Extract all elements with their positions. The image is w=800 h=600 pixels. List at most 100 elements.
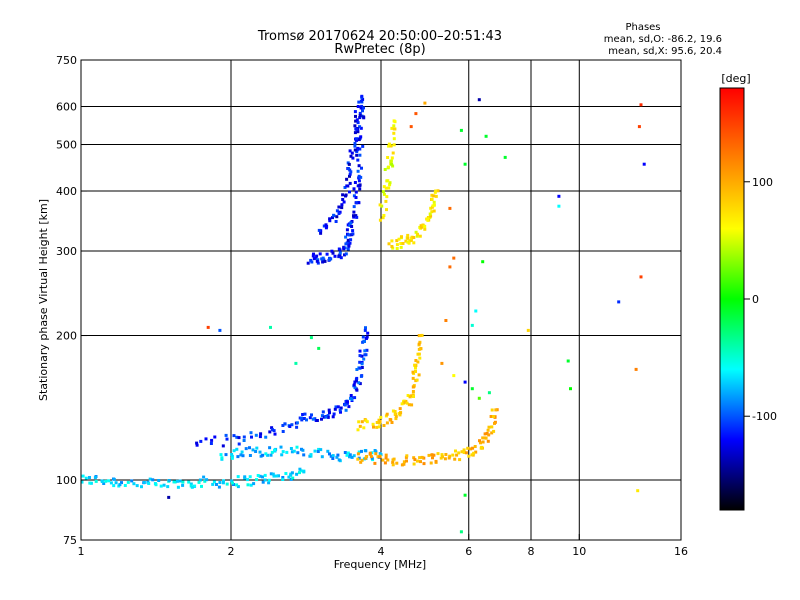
scatter-point [487, 391, 491, 395]
trace-point [311, 254, 315, 258]
scatter-point [452, 256, 456, 260]
trace-point [357, 138, 361, 142]
trace-point [406, 236, 410, 240]
trace-point [258, 450, 262, 454]
trace-point [266, 453, 270, 457]
trace-point [382, 192, 386, 196]
trace-point [358, 114, 362, 117]
trace-point [355, 153, 359, 157]
trace-point [202, 475, 206, 479]
trace-point [414, 366, 417, 370]
trace-point [427, 453, 431, 457]
trace-point [411, 393, 415, 397]
trace-point [338, 408, 342, 412]
trace-point [419, 224, 423, 228]
trace-point [487, 433, 491, 437]
trace-point [329, 454, 333, 458]
trace-point [414, 230, 418, 234]
trace-point [316, 450, 320, 453]
trace-point [369, 455, 373, 459]
trace-point [383, 168, 387, 171]
trace-point [204, 437, 208, 441]
trace-point [360, 458, 364, 462]
trace-point [347, 244, 351, 248]
trace-point [361, 335, 365, 339]
trace-point [389, 418, 393, 422]
trace-point [342, 247, 346, 251]
trace-point [431, 204, 435, 208]
trace-point [248, 454, 252, 457]
trace-point [345, 177, 349, 181]
trace-point [365, 455, 369, 458]
trace-point [389, 159, 393, 163]
trace-point [444, 453, 448, 456]
trace-point [296, 451, 300, 455]
trace-point [373, 449, 377, 452]
trace-point [344, 242, 348, 246]
scatter-point [206, 325, 210, 329]
trace-point [385, 412, 389, 416]
trace-point [357, 176, 361, 180]
trace-point [412, 395, 415, 398]
trace-point [408, 395, 412, 399]
trace-point [320, 414, 324, 418]
trace-point [458, 458, 462, 462]
trace-point [447, 456, 451, 460]
scatter-point [470, 387, 474, 391]
trace-point [302, 470, 306, 474]
trace-point [353, 144, 357, 148]
trace-point [352, 187, 356, 191]
trace-point [419, 347, 423, 351]
trace-point [492, 429, 496, 433]
trace-point [89, 481, 93, 485]
trace-point [356, 158, 360, 162]
trace-point [394, 417, 398, 421]
trace-point [381, 216, 385, 220]
trace-point [483, 432, 487, 436]
trace-point [397, 237, 401, 241]
trace-point [348, 172, 352, 176]
trace-point [314, 256, 318, 260]
trace-point [378, 419, 382, 423]
trace-point [382, 185, 386, 189]
scatter-point [317, 346, 321, 350]
trace-point [473, 445, 477, 448]
scatter-point [474, 309, 478, 313]
trace-point [352, 194, 356, 198]
trace-point [322, 224, 326, 228]
trace-point [334, 220, 338, 223]
trace-point [327, 408, 331, 412]
trace-point [337, 247, 341, 251]
trace-point [430, 453, 434, 457]
trace-point [344, 194, 347, 198]
trace-point [387, 186, 391, 190]
trace-point [230, 456, 234, 460]
trace-point [348, 149, 352, 153]
trace-point [405, 401, 409, 405]
trace-point [462, 451, 466, 454]
trace-point [148, 477, 152, 481]
trace-point [319, 231, 323, 235]
trace-point [398, 413, 402, 417]
trace-point [399, 411, 403, 415]
trace-point [350, 225, 354, 228]
scatter-point [167, 495, 171, 499]
trace-point [318, 252, 322, 256]
trace-point [222, 479, 225, 483]
trace-point [356, 121, 360, 125]
scatter-point [481, 260, 485, 264]
trace-point [343, 186, 347, 189]
trace-point [241, 454, 245, 458]
trace-point [316, 261, 320, 265]
trace-point [351, 156, 355, 160]
trace-point [281, 424, 285, 427]
trace-point [246, 478, 249, 482]
trace-point [358, 424, 362, 428]
trace-point [358, 360, 362, 364]
trace-point [337, 205, 341, 209]
trace-point [308, 454, 312, 458]
trace-point [357, 420, 361, 424]
trace-point [319, 448, 323, 452]
trace-point [392, 143, 396, 147]
y-tick-label: 200 [56, 330, 77, 343]
